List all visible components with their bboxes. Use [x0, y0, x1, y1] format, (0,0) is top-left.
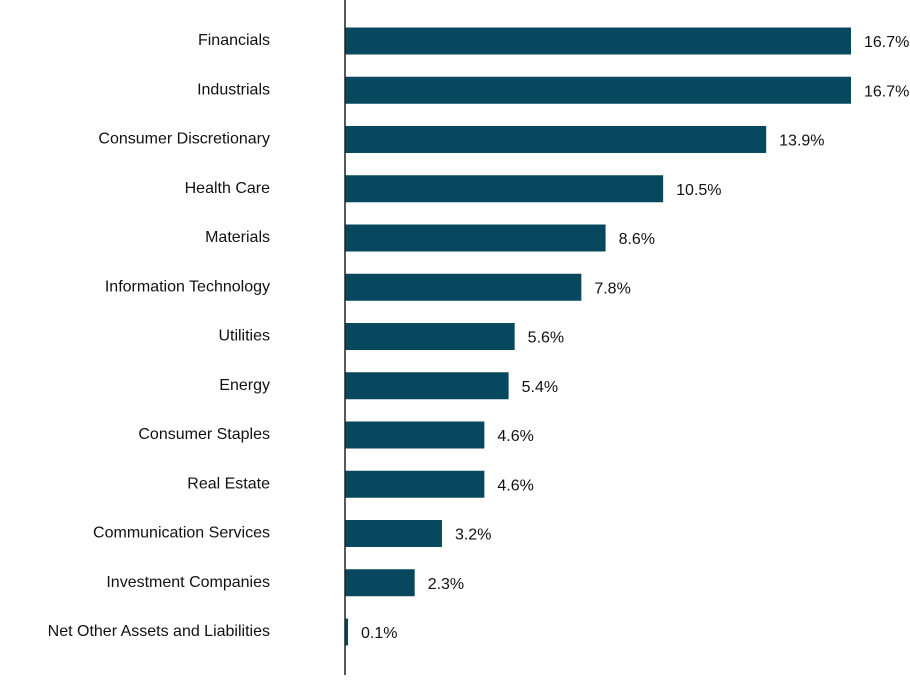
- category-label-12: Net Other Assets and Liabilities: [48, 623, 270, 640]
- value-label-3: 10.5%: [676, 182, 721, 199]
- category-label-5: Information Technology: [105, 278, 270, 295]
- bars-layer: [345, 27, 851, 646]
- category-label-0: Financials: [198, 32, 270, 49]
- value-label-5: 7.8%: [594, 280, 630, 297]
- value-label-4: 8.6%: [619, 231, 655, 248]
- value-labels-layer: 16.7% 16.7% 13.9% 10.5% 8.6% 7.8% 5.6% 5.4% 4.6%…: [361, 34, 909, 642]
- category-label-6: Utilities: [218, 328, 270, 345]
- category-labels-layer: Financials Industrials Consumer Discretion…: [48, 32, 270, 640]
- value-label-1: 16.7%: [864, 83, 909, 100]
- category-label-11: Investment Companies: [106, 574, 270, 591]
- bar-10: [345, 520, 442, 547]
- bar-0: [345, 27, 851, 55]
- value-label-6: 5.6%: [528, 330, 564, 347]
- category-label-7: Energy: [219, 377, 270, 394]
- bar-2: [345, 126, 767, 153]
- value-label-11: 2.3%: [428, 576, 464, 593]
- bar-9: [345, 470, 485, 498]
- bar-3: [345, 175, 664, 203]
- bar-11: [345, 569, 415, 597]
- bar-5: [345, 273, 582, 301]
- category-label-1: Industrials: [197, 81, 270, 98]
- value-label-12: 0.1%: [361, 625, 397, 642]
- value-label-0: 16.7%: [864, 34, 909, 51]
- bar-8: [345, 421, 485, 449]
- bar-1: [345, 76, 851, 104]
- category-label-3: Health Care: [185, 180, 270, 197]
- category-label-2: Consumer Discretionary: [98, 131, 270, 148]
- value-label-7: 5.4%: [522, 379, 558, 396]
- value-label-9: 4.6%: [497, 477, 533, 494]
- bar-7: [345, 372, 509, 400]
- category-label-8: Consumer Staples: [138, 426, 270, 443]
- value-label-8: 4.6%: [497, 428, 533, 445]
- category-label-4: Materials: [205, 229, 270, 246]
- bar-12: [345, 618, 349, 646]
- bar-6: [345, 323, 515, 350]
- value-label-10: 3.2%: [455, 527, 491, 544]
- category-label-10: Communication Services: [93, 525, 270, 542]
- value-label-2: 13.9%: [779, 133, 824, 150]
- category-label-9: Real Estate: [187, 475, 270, 492]
- bar-4: [345, 224, 606, 252]
